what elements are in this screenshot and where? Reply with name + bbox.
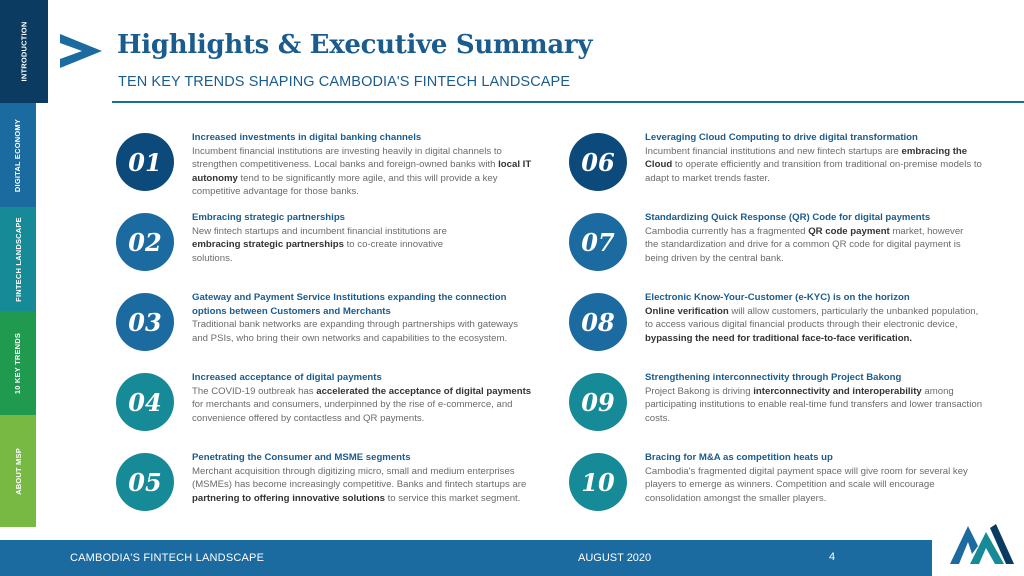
trend-number: 04 [128, 387, 162, 417]
trend-number-badge: 08 [569, 293, 627, 351]
trend-body: Strengthening interconnectivity through … [645, 371, 985, 425]
trend-number-badge: 01 [116, 133, 174, 191]
page-number: 4 [829, 551, 836, 563]
trend-number-badge: 10 [569, 453, 627, 511]
tab-digital-economy[interactable]: DIGITAL ECONOMY [0, 103, 36, 207]
footer-date: AUGUST 2020 [578, 552, 652, 564]
trend-text: Traditional bank networks are expanding … [192, 319, 519, 344]
trend-emphasis: partnering to offering innovative soluti… [192, 492, 385, 504]
trend-heading: Strengthening interconnectivity through … [645, 372, 902, 383]
tab-fintech-landscape[interactable]: FINTECH LANDSCAPE [0, 207, 36, 311]
trend-text-part: Merchant acquisition through digitizing … [192, 465, 527, 491]
trend-emphasis: local IT autonomy [192, 159, 532, 184]
trend-body: Standardizing Quick Response (QR) Code f… [645, 211, 975, 265]
trend-number-badge: 02 [116, 213, 174, 271]
trend-heading: Penetrating the Consumer and MSME segmen… [192, 452, 411, 463]
trend-text-part: market, however the standardization and … [645, 225, 964, 264]
trend-text-part: to co-create innovative solutions. [192, 239, 444, 264]
trend-emphasis: interconnectivity and interoperability [753, 385, 922, 397]
trend-heading: Bracing for M&A as competition heats up [645, 452, 833, 463]
tab-introduction[interactable]: INTRODUCTION [0, 0, 48, 103]
trend-text: Incumbent financial institutions and new… [645, 145, 985, 186]
trend-body: Embracing strategic partnerships New fin… [192, 211, 482, 265]
trend-heading: Electronic Know-Your-Customer (e-KYC) is… [645, 292, 910, 303]
trend-text: Cambodia currently has a fragmented QR c… [645, 225, 975, 266]
tab-label: FINTECH LANDSCAPE [13, 216, 23, 302]
trend-body: Increased investments in digital banking… [192, 131, 532, 199]
page-subtitle: TEN KEY TRENDS SHAPING CAMBODIA'S FINTEC… [118, 74, 571, 90]
header-divider [112, 101, 1024, 103]
trend-text-part: to service this market segment. [387, 492, 521, 504]
trend-text: Incumbent financial institutions are inv… [192, 145, 532, 199]
trend-text: The COVID-19 outbreak has accelerated th… [192, 385, 532, 426]
page-title: Highlights & Executive Summary [117, 30, 593, 60]
trend-text-part: Project Bakong is driving [645, 385, 751, 397]
trend-heading: Increased investments in digital banking… [192, 132, 422, 143]
trend-text-part: tend to be significantly more agile, and… [192, 172, 498, 198]
trend-number-badge: 03 [116, 293, 174, 351]
logo-container [932, 514, 1024, 576]
trend-body: Increased acceptance of digital payments… [192, 371, 532, 425]
tab-label: ABOUT MSP [13, 447, 23, 495]
trend-number: 10 [581, 467, 615, 497]
msp-logo-icon [950, 524, 1014, 564]
trend-number: 06 [581, 147, 615, 177]
trend-number: 01 [128, 147, 162, 177]
trend-emphasis: embracing the Cloud [645, 145, 968, 171]
section-sidebar: INTRODUCTION DIGITAL ECONOMY FINTECH LAN… [0, 0, 48, 527]
trend-emphasis: QR code payment [808, 225, 890, 237]
trend-body: Electronic Know-Your-Customer (e-KYC) is… [645, 291, 985, 345]
trend-emphasis: Online verification [645, 305, 729, 317]
trend-text: New fintech startups and incumbent finan… [192, 225, 482, 266]
trend-text-part: to operate efficiently and transition fr… [645, 159, 982, 184]
trend-emphasis: bypassing the need for traditional face-… [645, 332, 913, 344]
trend-heading: Increased acceptance of digital payments [192, 372, 382, 383]
trend-text-part: The COVID-19 outbreak has [192, 385, 314, 397]
trend-emphasis: accelerated the acceptance of digital pa… [316, 385, 532, 397]
trend-text: Online verification will allow customers… [645, 305, 985, 346]
trend-number: 02 [128, 227, 162, 257]
trend-heading: Standardizing Quick Response (QR) Code f… [645, 212, 931, 223]
trend-text: Cambodia's fragmented digital payment sp… [645, 465, 968, 504]
chevron-right-icon [60, 34, 102, 68]
trend-text-part: among participating institutions to enab… [645, 385, 983, 424]
trend-body: Gateway and Payment Service Institutions… [192, 291, 532, 345]
trend-body: Leveraging Cloud Computing to drive digi… [645, 131, 985, 185]
trend-number-badge: 04 [116, 373, 174, 431]
trend-text-part: will allow customers, particularly the u… [645, 305, 979, 331]
trend-body: Penetrating the Consumer and MSME segmen… [192, 451, 532, 505]
tab-label: INTRODUCTION [19, 21, 29, 82]
trend-number-badge: 09 [569, 373, 627, 431]
trend-text-part: Incumbent financial institutions and new… [645, 145, 899, 157]
trend-number: 08 [581, 307, 615, 337]
tab-about-msp[interactable]: ABOUT MSP [0, 415, 36, 527]
trend-body: Bracing for M&A as competition heats up … [645, 451, 975, 505]
trend-text-part: New fintech startups and incumbent finan… [192, 225, 447, 237]
tab-10-key-trends[interactable]: 10 KEY TRENDS [0, 311, 36, 415]
trend-text-part: Cambodia currently has a fragmented [645, 225, 806, 237]
tab-label: DIGITAL ECONOMY [13, 118, 23, 192]
trend-number: 07 [581, 227, 615, 257]
footer-document-title: CAMBODIA'S FINTECH LANDSCAPE [70, 552, 265, 564]
trend-text-part: Incumbent financial institutions are inv… [192, 145, 502, 171]
trend-emphasis: embracing strategic partnerships [192, 239, 344, 251]
trend-number: 05 [128, 467, 162, 497]
trend-number: 09 [581, 387, 615, 417]
tab-label: 10 KEY TRENDS [13, 332, 23, 394]
trend-number: 03 [128, 307, 162, 337]
trend-heading: Gateway and Payment Service Institutions… [192, 292, 507, 317]
trend-text-part: for merchants and consumers, underpinned… [192, 399, 513, 424]
trend-number-badge: 05 [116, 453, 174, 511]
trend-heading: Embracing strategic partnerships [192, 212, 346, 223]
trend-text: Project Bakong is driving interconnectiv… [645, 385, 985, 426]
footer-bar [0, 540, 1024, 576]
trend-number-badge: 06 [569, 133, 627, 191]
trend-text: Merchant acquisition through digitizing … [192, 465, 532, 506]
trend-heading: Leveraging Cloud Computing to drive digi… [645, 132, 918, 143]
trend-number-badge: 07 [569, 213, 627, 271]
